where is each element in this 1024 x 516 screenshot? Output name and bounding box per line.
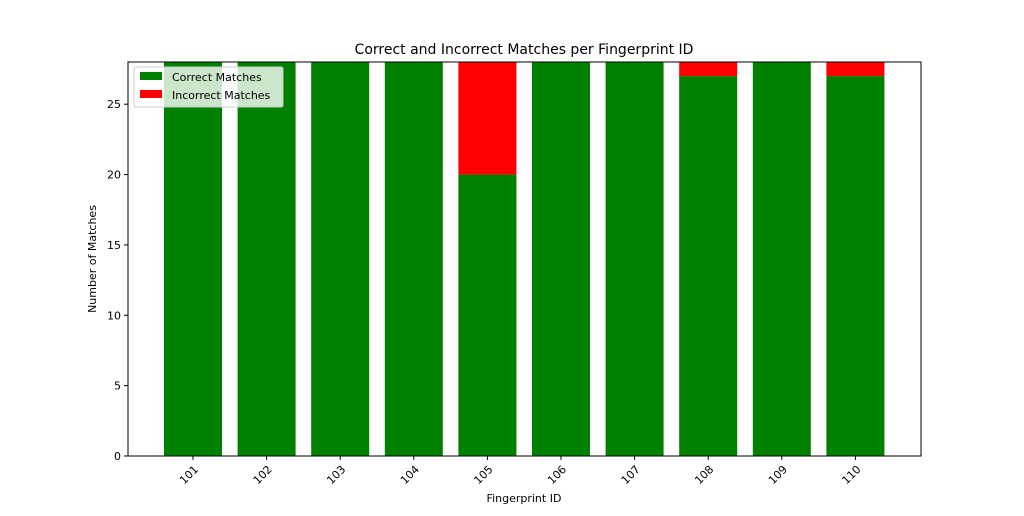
bar-correct-105: [458, 174, 517, 456]
x-tick-label: 105: [471, 463, 495, 487]
x-tick-label: 110: [839, 463, 863, 487]
bar-correct-108: [679, 76, 738, 456]
bar-correct-102: [237, 62, 296, 456]
bar-incorrect-108: [679, 62, 738, 77]
legend-swatch-incorrect: [140, 90, 162, 98]
y-axis-label: Number of Matches: [86, 205, 99, 313]
y-axis: 0 5 10 15 20 25: [107, 98, 128, 463]
bar-correct-107: [605, 62, 664, 456]
bar-incorrect-110: [826, 62, 885, 77]
x-tick-label: 104: [398, 463, 422, 487]
x-tick-label: 108: [692, 463, 716, 487]
legend: Correct Matches Incorrect Matches: [133, 66, 284, 108]
chart-title: Correct and Incorrect Matches per Finger…: [355, 42, 694, 58]
y-tick-label: 10: [107, 309, 121, 322]
bar-incorrect-105: [458, 62, 517, 175]
plot-frame: [127, 61, 922, 457]
bar-correct-110: [826, 76, 885, 456]
y-tick-label: 15: [107, 239, 121, 252]
y-tick-label: 0: [114, 450, 121, 463]
legend-swatch-correct: [140, 72, 162, 80]
x-tick-label: 101: [177, 463, 201, 487]
y-tick-label: 25: [107, 98, 121, 111]
x-tick-label: 106: [545, 463, 569, 487]
bar-correct-106: [532, 62, 590, 456]
legend-label-incorrect: Incorrect Matches: [172, 89, 271, 102]
y-tick-label: 5: [114, 380, 121, 393]
y-tick-label: 20: [107, 169, 121, 182]
x-tick-label: 103: [324, 463, 348, 487]
x-axis: 101 102 103 104 105 106 107 108 109 110: [177, 456, 864, 487]
legend-label-correct: Correct Matches: [172, 71, 262, 84]
bar-correct-103: [311, 62, 370, 456]
x-tick-label: 109: [766, 463, 790, 487]
legend-box: [133, 66, 284, 108]
x-axis-label: Fingerprint ID: [487, 492, 562, 505]
bar-correct-101: [164, 62, 222, 456]
x-tick-label: 107: [619, 463, 643, 487]
x-tick-label: 102: [251, 463, 275, 487]
bars-group: [164, 62, 885, 456]
bar-correct-109: [752, 62, 811, 456]
bar-correct-104: [384, 62, 443, 456]
